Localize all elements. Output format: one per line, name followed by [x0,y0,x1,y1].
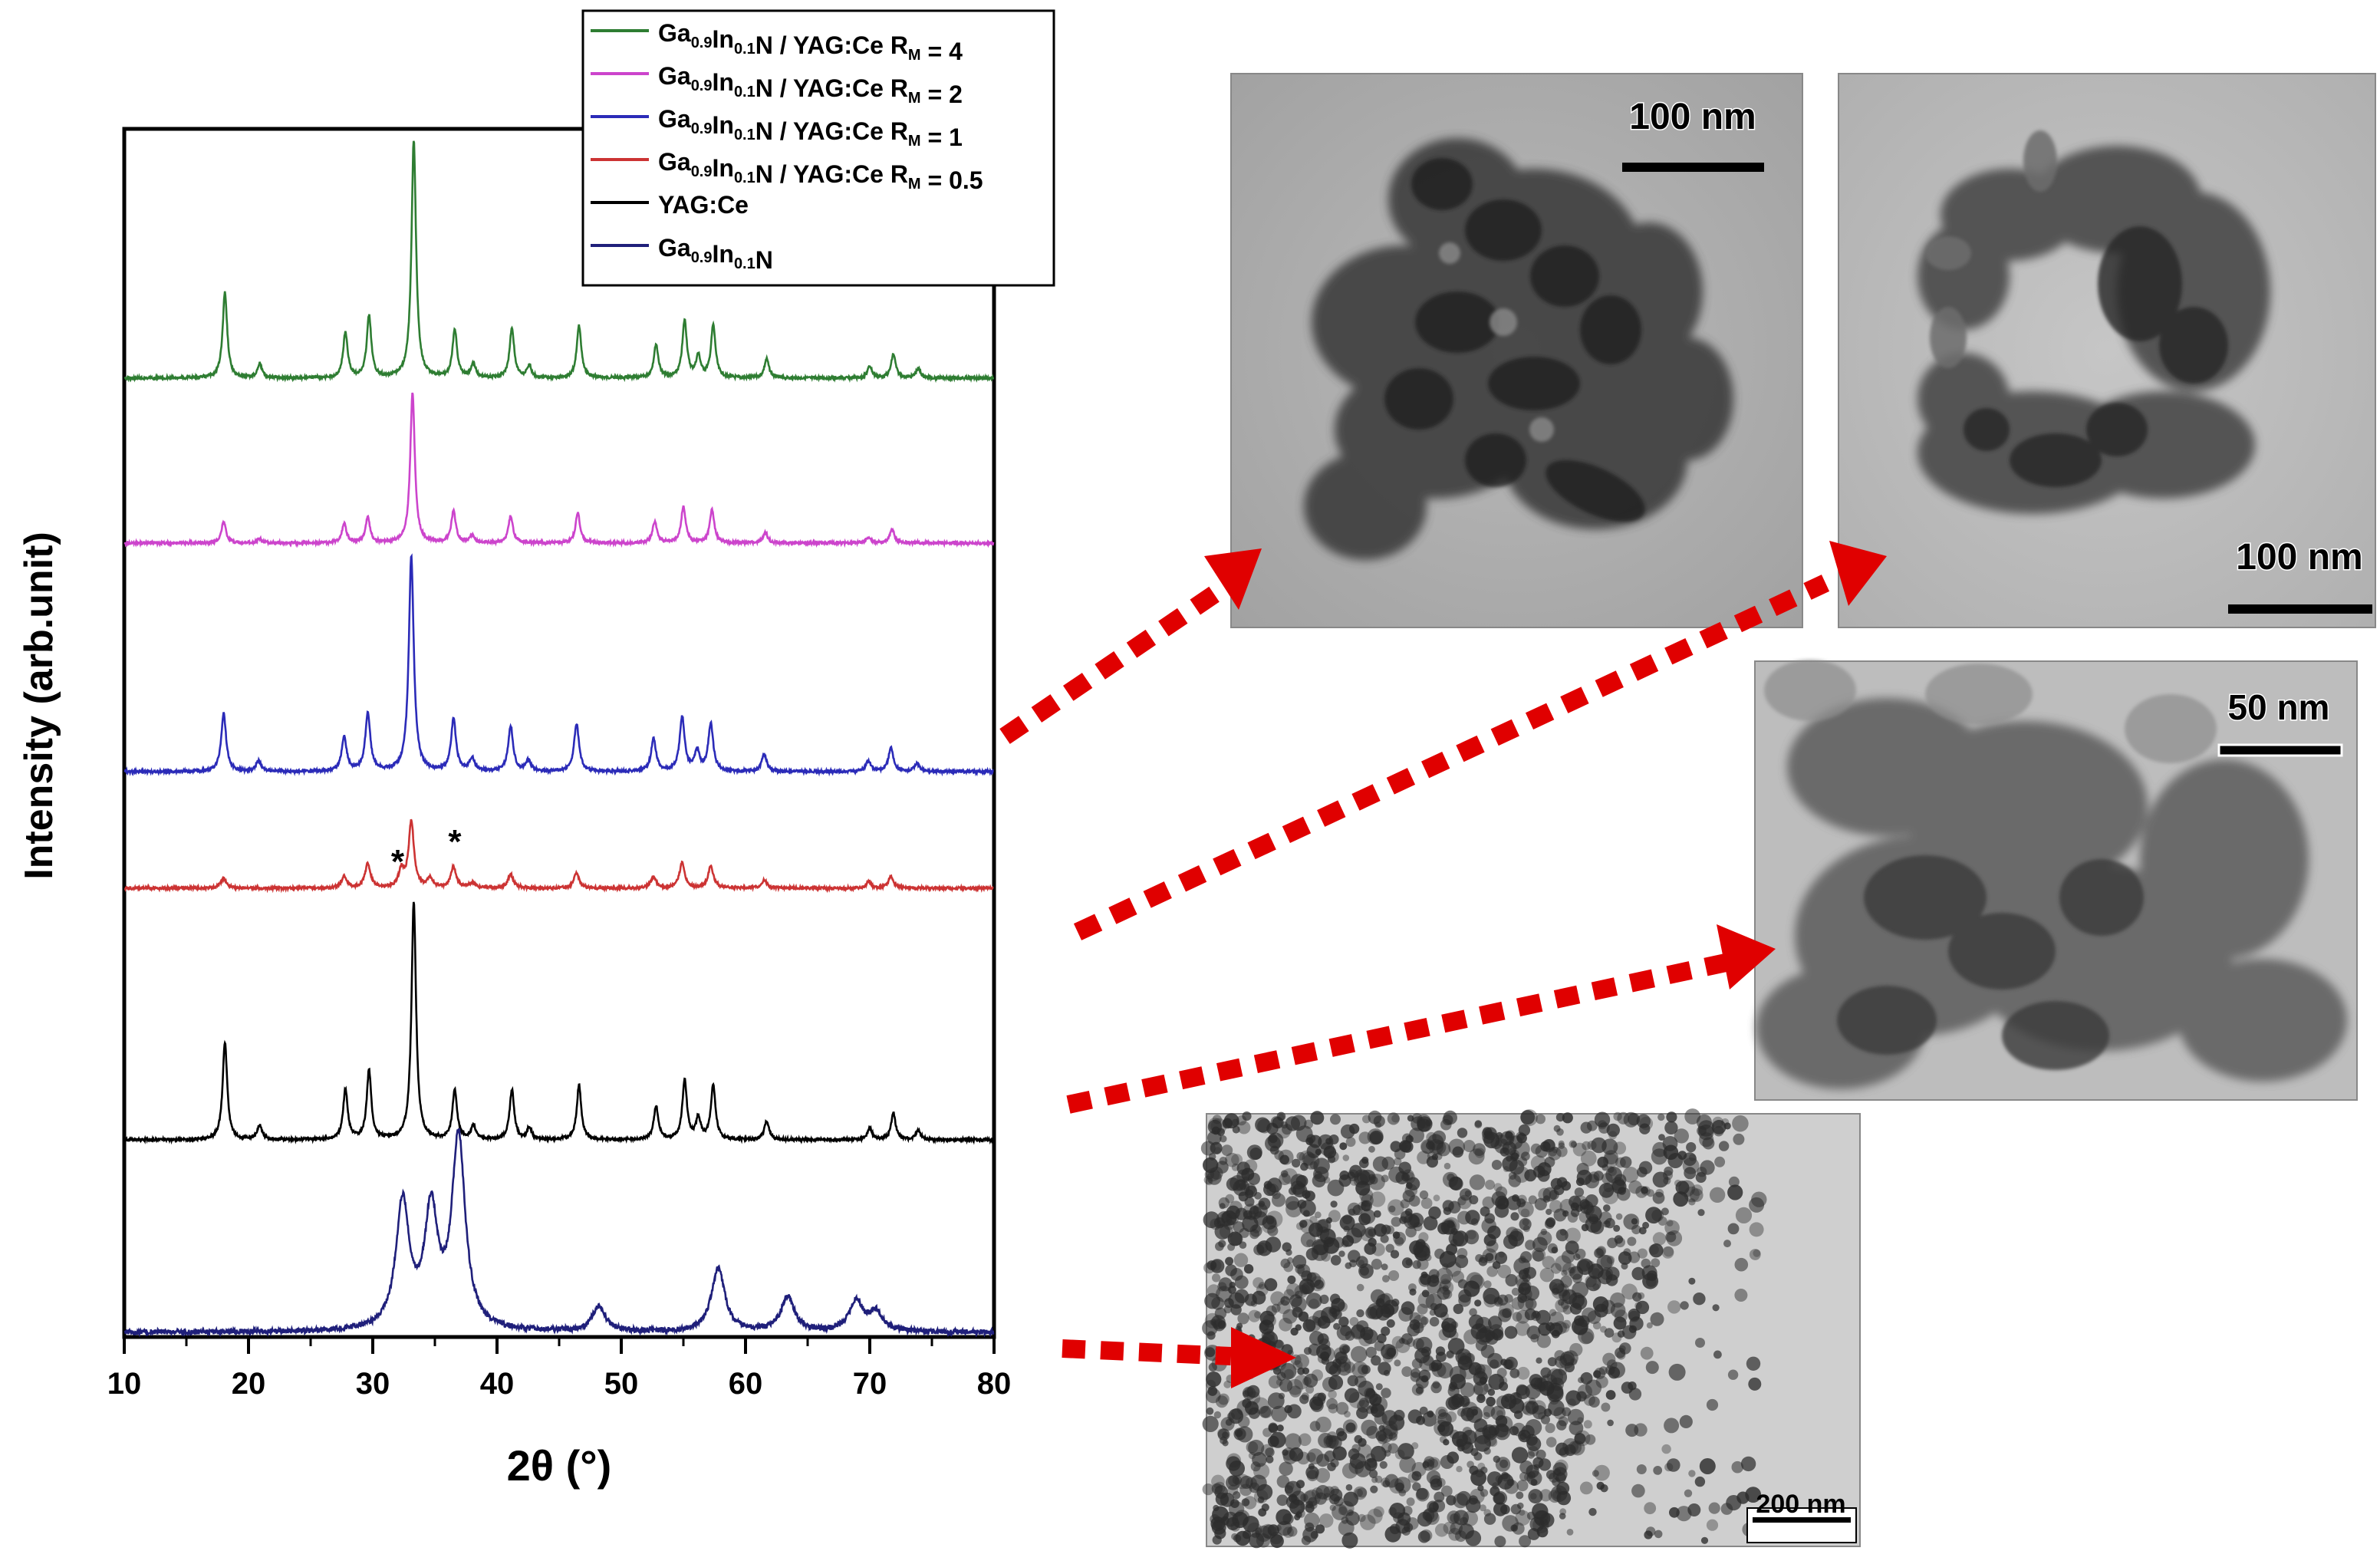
legend-entry: Ga0.9In0.1N [658,234,773,274]
legend-entry: Ga0.9In0.1N / YAG:Ce RM = 4 [658,19,963,65]
annotation-layer: ** [391,823,463,881]
x-tick-label: 50 [604,1367,639,1401]
legend-entry: YAG:Ce [658,191,749,219]
legend-box [581,9,1055,287]
annotation-asterisk: * [448,823,462,861]
legend-entry: Ga0.9In0.1N / YAG:Ce RM = 0.5 [658,148,983,194]
tem-image-top-left: 100 nm [1230,73,1803,628]
tem-image-middle-right: 50 nm [1754,660,2358,1101]
tem-image-top-right: 100 nm [1838,73,2376,628]
arrow-to-middle-right [1066,924,1776,1114]
y-axis-label: Intensity (arb.unit) [17,532,61,880]
series-line-1 [123,140,995,384]
scale-bar-label: 50 nm [2228,687,2330,727]
x-axis-label: 2θ (°) [507,1441,612,1490]
series-line-6 [123,1128,995,1338]
series-line-4 [123,818,994,894]
xrd-chart: ** 10 20 30 40 50 60 70 80 2θ (°) Intensity (ar… [17,9,1055,1490]
x-tick-label: 30 [356,1367,390,1401]
scale-bar-label: 100 nm [1629,97,1756,137]
plot-frame [122,127,996,1339]
arrow-to-bottom [1062,1327,1296,1388]
x-tick-label: 10 [107,1367,142,1401]
x-tick-label: 70 [853,1367,887,1401]
x-axis-ticks: 10 20 30 40 50 60 70 80 [107,1337,1012,1401]
x-tick-label: 60 [729,1367,763,1401]
series-layer [123,140,995,1338]
x-tick-label: 20 [232,1367,266,1401]
arrow-to-top-left [999,548,1262,744]
series-line-2 [123,392,995,548]
series-line-5 [123,901,995,1145]
legend-entry: Ga0.9In0.1N / YAG:Ce RM = 2 [658,62,963,108]
x-tick-label: 80 [977,1367,1012,1401]
series-line-3 [123,553,994,777]
legend-entry: Ga0.9In0.1N / YAG:Ce RM = 1 [658,105,963,151]
tem-image-bottom: 200 nm [1200,1108,1861,1549]
scale-bar-label: 100 nm [2236,537,2362,578]
x-tick-label: 40 [480,1367,515,1401]
annotation-asterisk: * [391,843,405,881]
scale-bar-label: 200 nm [1756,1490,1845,1519]
arrow-to-top-right [1073,541,1887,940]
